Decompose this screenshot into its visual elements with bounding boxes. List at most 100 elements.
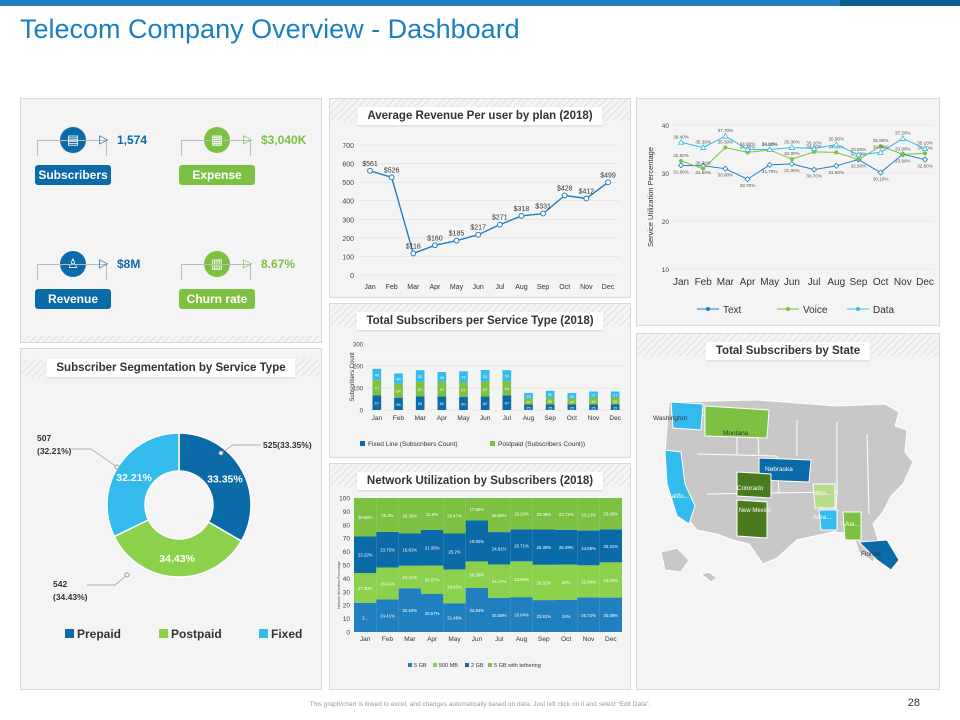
bar-segment-label: 27 <box>570 400 575 405</box>
y-tick-label: 80 <box>343 522 351 529</box>
bar-segment-label: 62 <box>418 401 423 406</box>
map-state-label: Califo... <box>667 493 689 500</box>
bar-segment <box>610 397 620 405</box>
bar-segment-label: 22% <box>562 580 571 585</box>
arpu-chart-panel: Average Revenue Per user by plan (2018) … <box>329 98 631 298</box>
bar-segment-label: 44 <box>440 375 445 380</box>
bar-segment-label: 32 <box>591 399 596 404</box>
data-point <box>900 152 905 157</box>
x-tick-label: Aug <box>516 636 528 643</box>
bar-segment <box>437 396 447 410</box>
bar-segment <box>610 404 620 410</box>
data-point <box>832 141 840 148</box>
bar-segment-label: 53 <box>483 374 488 379</box>
y-tick-label: 100 <box>342 254 354 261</box>
bar-segment <box>421 529 444 566</box>
kpi-value: 8.67% <box>261 257 296 271</box>
x-tick-label: May <box>450 284 464 291</box>
x-tick-label: Mar <box>415 415 427 422</box>
map-state-label: Ala... <box>845 521 860 528</box>
y-tick-label: 300 <box>342 217 354 224</box>
bar-segment-label: 17.60% <box>470 507 485 512</box>
bar-segment-label: 26.26% <box>514 512 529 517</box>
data-label: 32.80% <box>851 164 867 169</box>
callout-marker <box>124 572 130 578</box>
bar-segment-label: 26.54% <box>380 581 395 586</box>
y-tick-label: 0 <box>346 630 350 637</box>
bar-segment <box>577 530 600 566</box>
bar-segment-label: 23.22% <box>358 553 373 558</box>
y-tick-label: 200 <box>353 365 364 371</box>
bar-segment <box>577 597 600 632</box>
data-point <box>878 144 883 149</box>
subscribers-service-chart: 0 100 200 300 Subscribers Count 67 71 49 Jan 56 64… <box>350 343 626 448</box>
data-label: 37.70% <box>718 128 734 133</box>
bar-segment <box>394 397 403 410</box>
data-label: $185 <box>449 231 465 238</box>
bar-segment-label: 32 <box>548 399 553 404</box>
bar-segment-label: 23.66% <box>604 512 619 517</box>
bar-segment <box>480 396 490 410</box>
bar-segment-label: 25 <box>526 394 531 399</box>
data-label: 35.30% <box>718 140 734 145</box>
x-tick-label: Aug <box>827 277 845 288</box>
data-label: 31.50% <box>828 170 844 175</box>
x-tick-label: Jun <box>472 636 483 643</box>
bar-segment-label: 26.71% <box>514 543 529 548</box>
kpi-connector <box>37 264 107 280</box>
x-tick-label: Jan <box>372 415 383 422</box>
x-tick-label: Jul <box>495 636 504 643</box>
data-label: 33.80% <box>851 147 867 152</box>
data-label: 34.90% <box>740 141 756 146</box>
bar-segment <box>555 564 578 600</box>
data-label: 33.90% <box>895 146 911 151</box>
bar-segment-label: 67 <box>505 401 510 406</box>
bar-segment-label: 30.59% <box>470 573 485 578</box>
bar-segment <box>510 498 533 530</box>
y-tick-label: 20 <box>343 603 351 610</box>
series-line-voice <box>680 145 926 170</box>
data-point <box>855 151 862 158</box>
data-label: $271 <box>492 215 508 222</box>
legend-swatch <box>259 629 268 638</box>
bar-segment <box>421 498 444 530</box>
bar-segment <box>437 381 447 397</box>
data-point <box>701 166 706 171</box>
network-utilization-chart: 0 10 20 30 40 50 60 70 80 90 100 Network Utilizatio… <box>337 496 622 669</box>
data-label: 37.20% <box>895 130 911 135</box>
y-tick-label: 10 <box>662 267 670 274</box>
donut-slice-fixed <box>106 432 180 538</box>
bar-segment-label: 25 <box>570 394 575 399</box>
data-label: 34.90% <box>762 141 778 146</box>
data-point <box>923 151 927 156</box>
bar-segment <box>398 533 421 566</box>
legend-swatch <box>433 663 437 667</box>
bar-segment <box>567 398 577 405</box>
data-point <box>811 166 818 173</box>
x-tick-label: Dec <box>916 277 934 288</box>
bar-segment <box>488 532 511 565</box>
bar-segment <box>555 599 578 632</box>
legend-marker <box>856 307 860 311</box>
data-point <box>722 165 729 172</box>
bar-segment <box>524 398 533 405</box>
bar-segment <box>599 529 622 563</box>
bar-segment <box>599 498 622 530</box>
bar-segment-label: 24% <box>562 614 571 619</box>
bar-segment <box>354 498 377 537</box>
data-label: 28.70% <box>740 183 756 188</box>
state-map-panel: Total Subscribers by State Washington Mon… <box>636 333 940 690</box>
data-point <box>722 132 729 139</box>
data-label: $499 <box>600 172 616 179</box>
subscribers-service-title: Total Subscribers per Service Type (2018… <box>356 312 604 330</box>
data-point <box>677 138 685 145</box>
callout-marker <box>114 464 120 470</box>
map-state-label: Florida <box>861 551 881 558</box>
kpi-value: $3,040K <box>261 133 307 147</box>
bar-segment-label: 56 <box>396 402 401 407</box>
bar-segment-label: 24.64% <box>604 578 619 583</box>
x-tick-label: Oct <box>873 277 889 288</box>
data-label: 35.10% <box>806 141 822 146</box>
legend-swatch <box>360 441 365 446</box>
x-tick-label: Apr <box>429 284 441 291</box>
